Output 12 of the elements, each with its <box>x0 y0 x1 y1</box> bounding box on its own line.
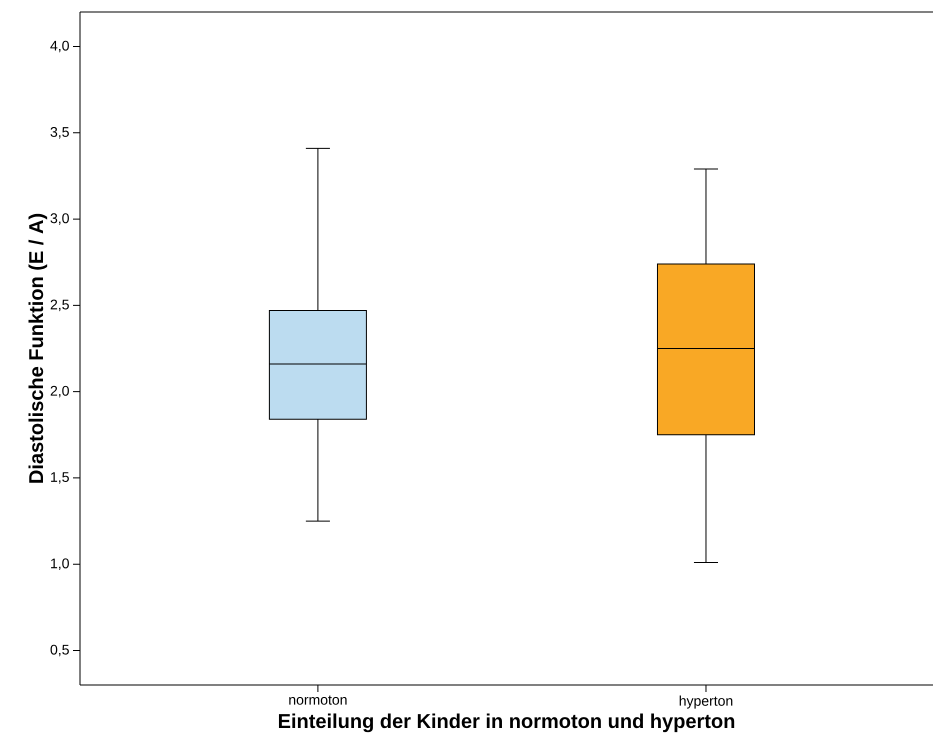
x-tick-label: normoton <box>289 696 347 705</box>
x-tick-label: hyperton <box>680 696 732 709</box>
y-tick-label: 2,5 <box>50 300 69 312</box>
y-tick-label: 1,5 <box>51 472 69 484</box>
y-tick-label: 3,0 <box>50 213 69 225</box>
y-axis-title: Diastolische Funktion (E / A) <box>28 214 48 483</box>
y-tick-label: 1,0 <box>51 558 69 570</box>
x-axis-title: Einteilung der Kinder in normoton und hyperton <box>278 713 734 732</box>
y-tick-label: 0,5 <box>50 644 69 656</box>
y-tick-label: 2,0 <box>50 386 69 398</box>
y-tick-label: 4,0 <box>50 40 69 52</box>
y-tick-label: 3,5 <box>50 127 69 139</box>
